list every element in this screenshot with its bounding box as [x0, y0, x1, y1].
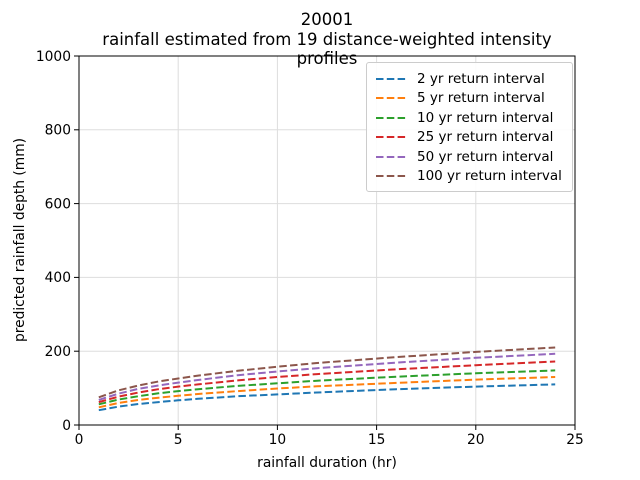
y-tick-label: 1000 — [36, 49, 71, 65]
y-tick-label: 800 — [45, 123, 71, 139]
legend-item: 50 yr return interval — [376, 148, 564, 166]
chart-subtitle: rainfall estimated from 19 distance-weig… — [102, 29, 552, 69]
chart-title-block: 20001 rainfall estimated from 19 distanc… — [79, 10, 575, 69]
x-tick-label: 20 — [467, 432, 485, 448]
legend-item: 2 yr return interval — [376, 70, 564, 88]
legend-label: 5 yr return interval — [417, 90, 545, 107]
legend-item: 5 yr return interval — [376, 89, 564, 107]
legend-item: 100 yr return interval — [376, 167, 564, 185]
x-tick-label: 25 — [566, 432, 584, 448]
x-tick-label: 15 — [368, 432, 386, 448]
legend-item: 10 yr return interval — [376, 109, 564, 127]
y-tick-label: 600 — [45, 196, 71, 212]
legend-line-sample — [376, 174, 408, 177]
legend-label: 2 yr return interval — [417, 71, 545, 87]
y-tick-label: 400 — [45, 270, 71, 286]
x-tick-label: 10 — [269, 432, 287, 448]
axes-spines — [78, 55, 576, 426]
x-tick-label: 0 — [75, 432, 84, 448]
legend-line-sample — [376, 136, 408, 139]
x-axis-label: rainfall duration (hr) — [257, 455, 397, 471]
legend-label: 25 yr return interval — [417, 129, 554, 146]
legend-label: 100 yr return interval — [417, 167, 562, 184]
series-line — [98, 376, 556, 409]
chart-title: 20001 — [300, 10, 354, 29]
legend-line-sample — [376, 97, 408, 100]
series-line — [98, 346, 556, 399]
legend-line-sample — [376, 78, 408, 80]
legend-line-sample — [376, 155, 408, 158]
legend-label: 50 yr return interval — [417, 148, 554, 165]
y-tick-label: 0 — [62, 418, 71, 434]
series-line — [98, 360, 556, 404]
legend-item: 25 yr return interval — [376, 128, 564, 146]
y-tick-label: 200 — [45, 344, 71, 360]
legend-label: 10 yr return interval — [417, 109, 554, 126]
legend-line-sample — [376, 116, 408, 119]
series-line — [98, 383, 556, 412]
legend: 2 yr return interval 5 yr return interval… — [366, 62, 573, 192]
y-axis-label: predicted rainfall depth (mm) — [12, 137, 28, 343]
x-tick-label: 5 — [174, 432, 183, 448]
series-line — [98, 369, 556, 406]
series-line — [98, 352, 556, 401]
